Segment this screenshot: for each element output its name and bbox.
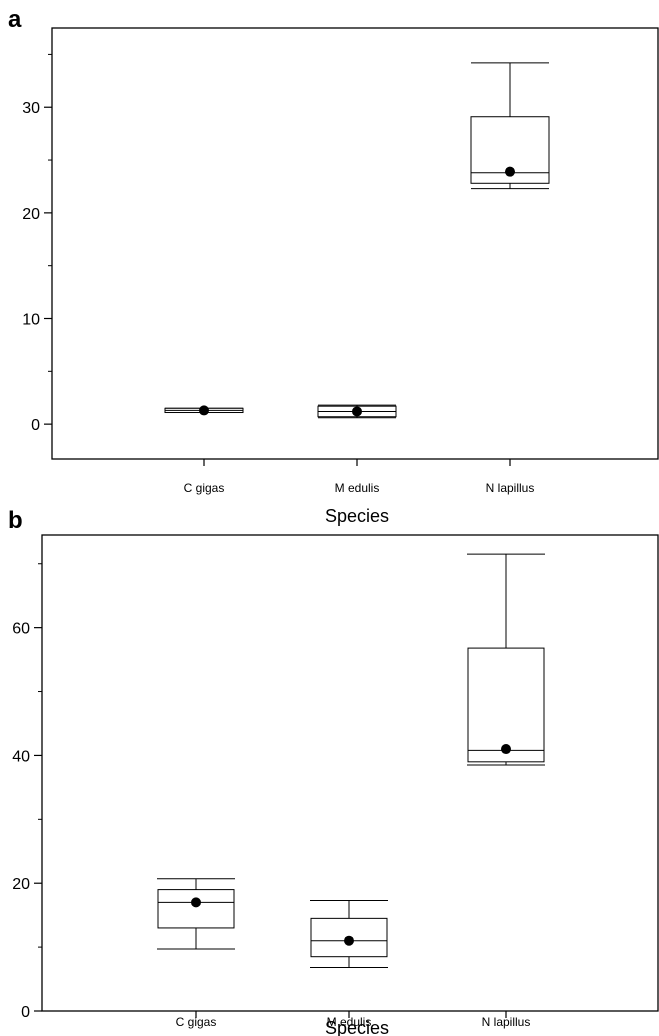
x-category-label: N lapillus <box>486 481 535 495</box>
box-1 <box>157 878 235 950</box>
y-tick-label: 60 <box>12 621 30 638</box>
mean-marker <box>191 897 201 908</box>
panel-b: 0 20 40 60 C gigas M edulis N lapillus Species <box>12 534 659 1036</box>
box-3 <box>467 553 545 766</box>
y-tick-label: 30 <box>22 100 40 117</box>
box-1 <box>164 405 244 416</box>
plot-frame <box>41 534 659 1012</box>
x-axis-title: Species <box>325 506 389 526</box>
plot-frame <box>51 27 659 460</box>
y-tick-label: 10 <box>22 312 40 329</box>
box-3 <box>470 62 550 190</box>
mean-marker <box>352 406 362 417</box>
y-tick-label: 40 <box>12 748 30 765</box>
box-body <box>157 889 235 929</box>
box-body <box>467 647 545 763</box>
box-2 <box>310 899 388 969</box>
y-tick-label: 0 <box>31 417 40 434</box>
y-tick-label: 20 <box>22 206 40 223</box>
x-axis-title: Species <box>325 1018 389 1036</box>
panel-letter-b: b <box>8 507 23 534</box>
mean-marker <box>501 744 511 755</box>
y-tick-label: 20 <box>12 876 30 893</box>
y-tick-label: 0 <box>21 1004 30 1021</box>
x-category-label: M edulis <box>335 481 380 495</box>
panel-a: 0 10 20 30 C gigas M edulis N lapillus Species <box>22 27 659 526</box>
mean-marker <box>344 935 354 946</box>
mean-marker <box>505 166 515 177</box>
x-category-label: C gigas <box>176 1015 217 1029</box>
box-2 <box>317 404 397 419</box>
mean-marker <box>199 405 209 416</box>
x-category-label: M edulis <box>327 1015 372 1029</box>
x-category-label: C gigas <box>184 481 225 495</box>
x-category-label: N lapillus <box>482 1015 531 1029</box>
panel-letter-a: a <box>8 6 22 33</box>
